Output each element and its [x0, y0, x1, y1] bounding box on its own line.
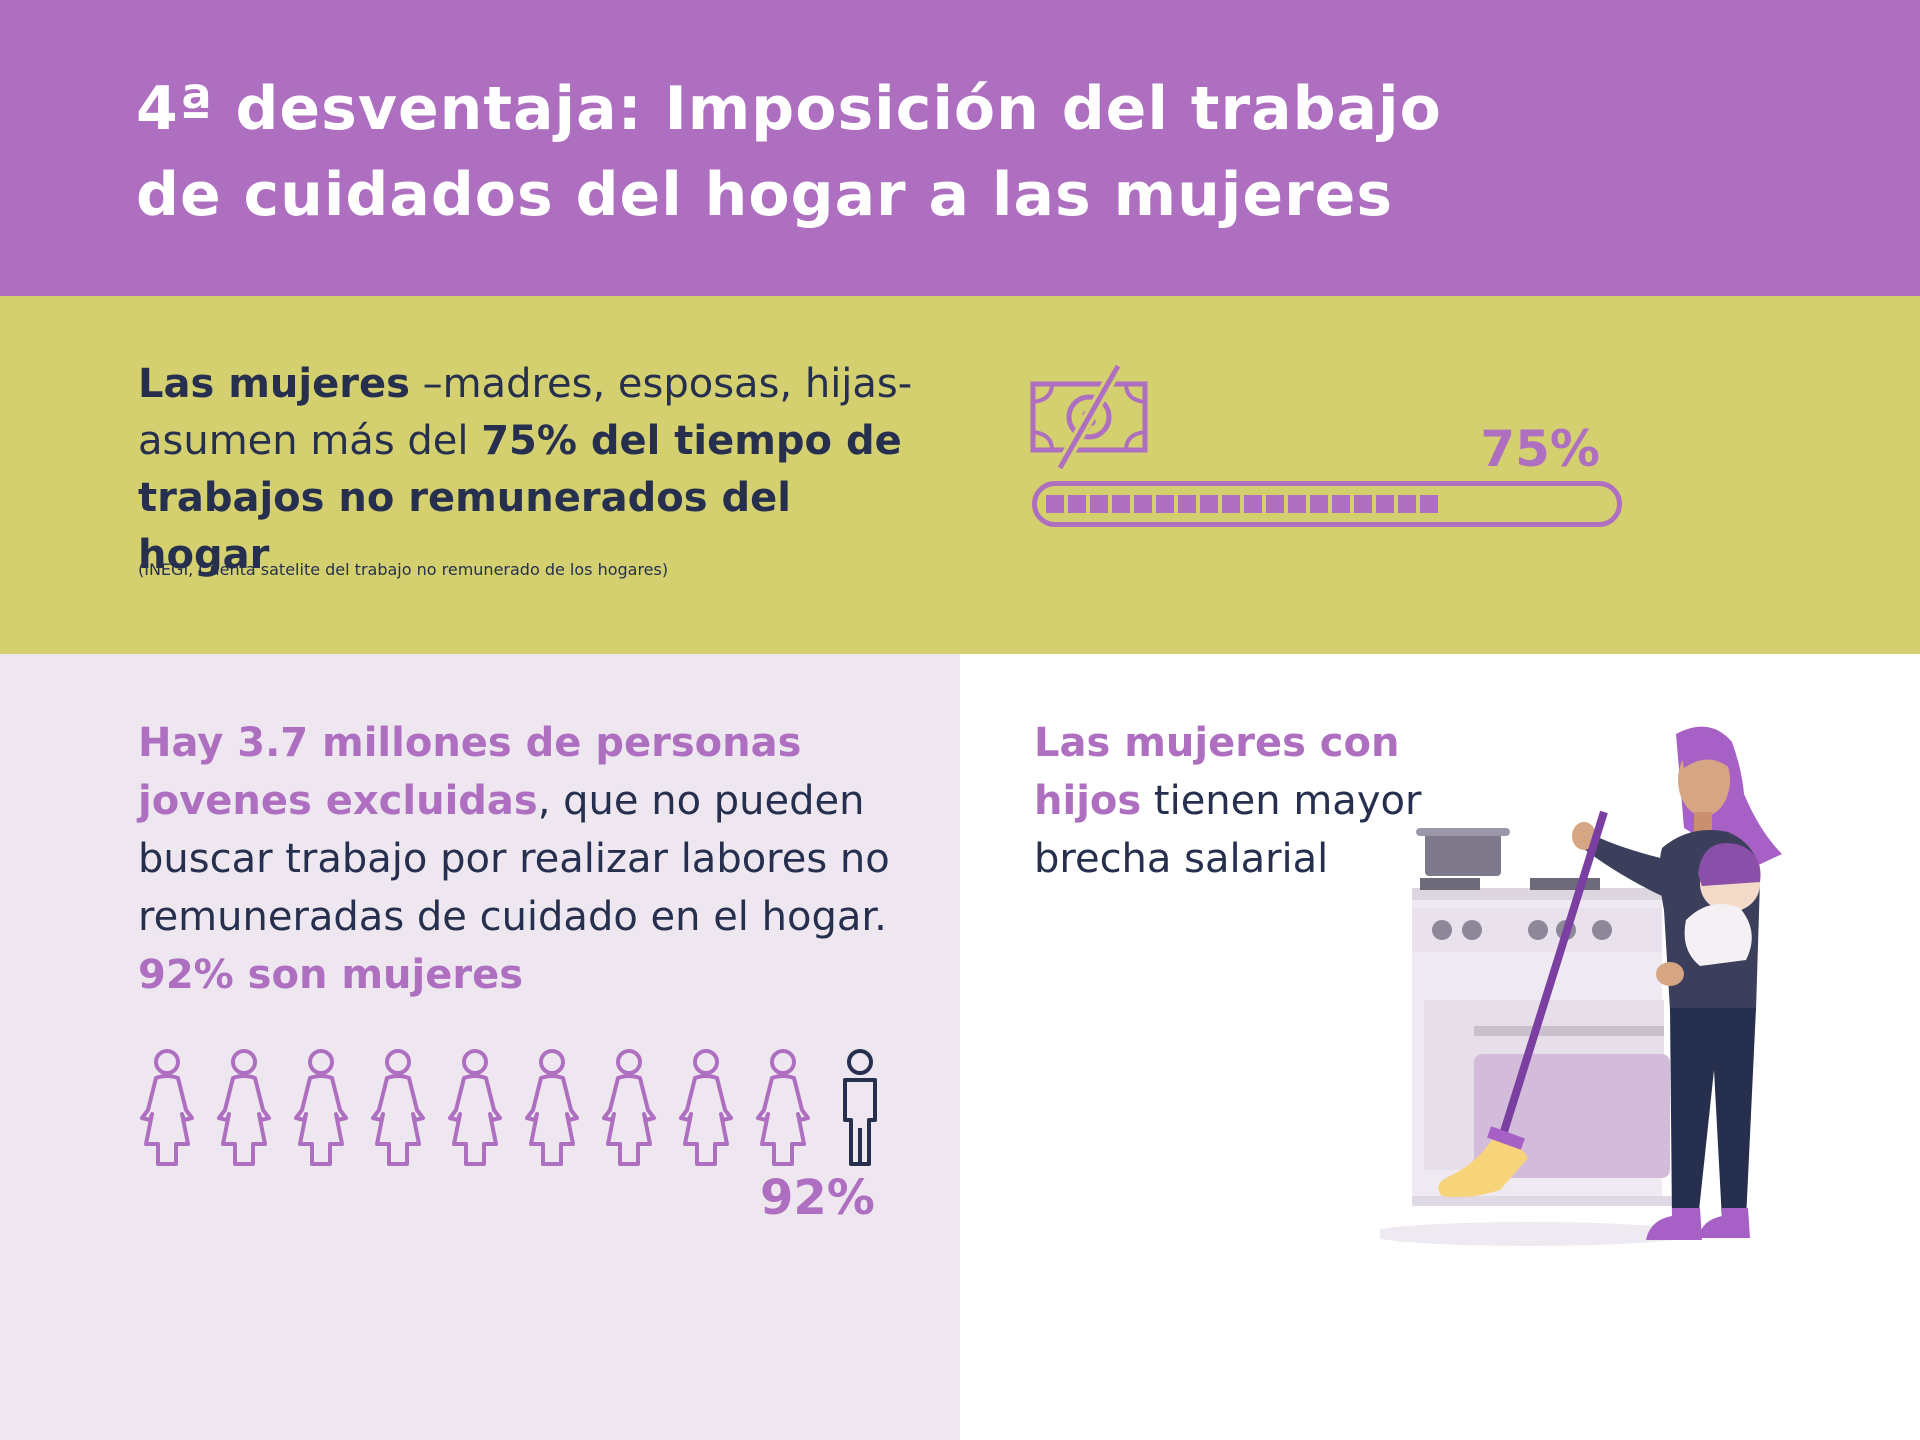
- header-banner: 4ª desventaja: Imposición del trabajo de…: [0, 0, 1920, 310]
- woman-icon: [679, 1049, 733, 1166]
- source-citation: (INEGI, Cuenta satelite del trabajo no r…: [138, 560, 669, 579]
- progress-segment: [1420, 495, 1438, 513]
- progress-segment: [1310, 495, 1328, 513]
- title-line-2: de cuidados del hogar a las mujeres: [136, 160, 1394, 230]
- youth-highlight-2: 92% son mujeres: [138, 952, 524, 998]
- stat-bold-1: Las mujeres: [138, 361, 410, 407]
- woman-icon: [602, 1049, 656, 1166]
- stat-normal-1: –madres, esposas, hijas- asumen más del: [138, 361, 913, 464]
- progress-segment: [1332, 495, 1350, 513]
- progress-segment: [1376, 495, 1394, 513]
- woman-icon: [756, 1049, 810, 1166]
- progress-segment: [1068, 495, 1086, 513]
- progress-segment: [1266, 495, 1284, 513]
- progress-segment: [1244, 495, 1262, 513]
- progress-segment: [1156, 495, 1174, 513]
- youth-section: [0, 654, 960, 1440]
- people-pictogram: [134, 1048, 893, 1168]
- progress-bar-fill: [1046, 495, 1438, 513]
- progress-segment: [1222, 495, 1240, 513]
- progress-segment: [1354, 495, 1372, 513]
- youth-highlight: Hay 3.7 millones de personas jovenes exc…: [138, 720, 802, 824]
- mothers-statement: Las mujeres con hijos tienen mayor brech…: [1034, 714, 1454, 888]
- woman-icon: [371, 1049, 425, 1166]
- youth-statement: Hay 3.7 millones de personas jovenes exc…: [138, 714, 928, 1004]
- stove-illustration: [1380, 828, 1695, 1246]
- woman-with-baby-sweeping-illustration: [1380, 726, 1782, 1246]
- progress-segment: [1090, 495, 1108, 513]
- unpaid-work-statement: Las mujeres –madres, esposas, hijas- asu…: [138, 356, 928, 584]
- mothers-normal: tienen mayor brecha salarial: [1034, 778, 1422, 882]
- woman-icon: [525, 1049, 579, 1166]
- percent-75-label: 75%: [1480, 420, 1600, 478]
- baby-figure: [1656, 843, 1761, 986]
- progress-segment: [1134, 495, 1152, 513]
- broom-illustration: [1438, 810, 1608, 1198]
- progress-segment: [1178, 495, 1196, 513]
- percent-92-label: 92%: [760, 1170, 875, 1226]
- progress-segment: [1046, 495, 1064, 513]
- stat-bold-2: 75% del tiempo de trabajos no remunerado…: [138, 418, 902, 578]
- woman-icon: [294, 1049, 348, 1166]
- mothers-highlight: Las mujeres con hijos: [1034, 720, 1400, 824]
- crossed-out-banknote-icon: $: [1030, 363, 1148, 471]
- page-title: 4ª desventaja: Imposición del trabajo de…: [136, 66, 1636, 238]
- woman-icon: [448, 1049, 502, 1166]
- progress-segment: [1398, 495, 1416, 513]
- title-line-1: 4ª desventaja: Imposición del trabajo: [136, 74, 1442, 144]
- unpaid-work-section: [0, 296, 1920, 654]
- youth-normal: , que no pueden buscar trabajo por reali…: [138, 778, 890, 940]
- woman-icon: [140, 1049, 194, 1166]
- progress-bar: [1032, 481, 1622, 527]
- progress-segment: [1288, 495, 1306, 513]
- man-icon: [843, 1049, 877, 1166]
- progress-segment: [1112, 495, 1130, 513]
- progress-segment: [1200, 495, 1218, 513]
- woman-icon: [217, 1049, 271, 1166]
